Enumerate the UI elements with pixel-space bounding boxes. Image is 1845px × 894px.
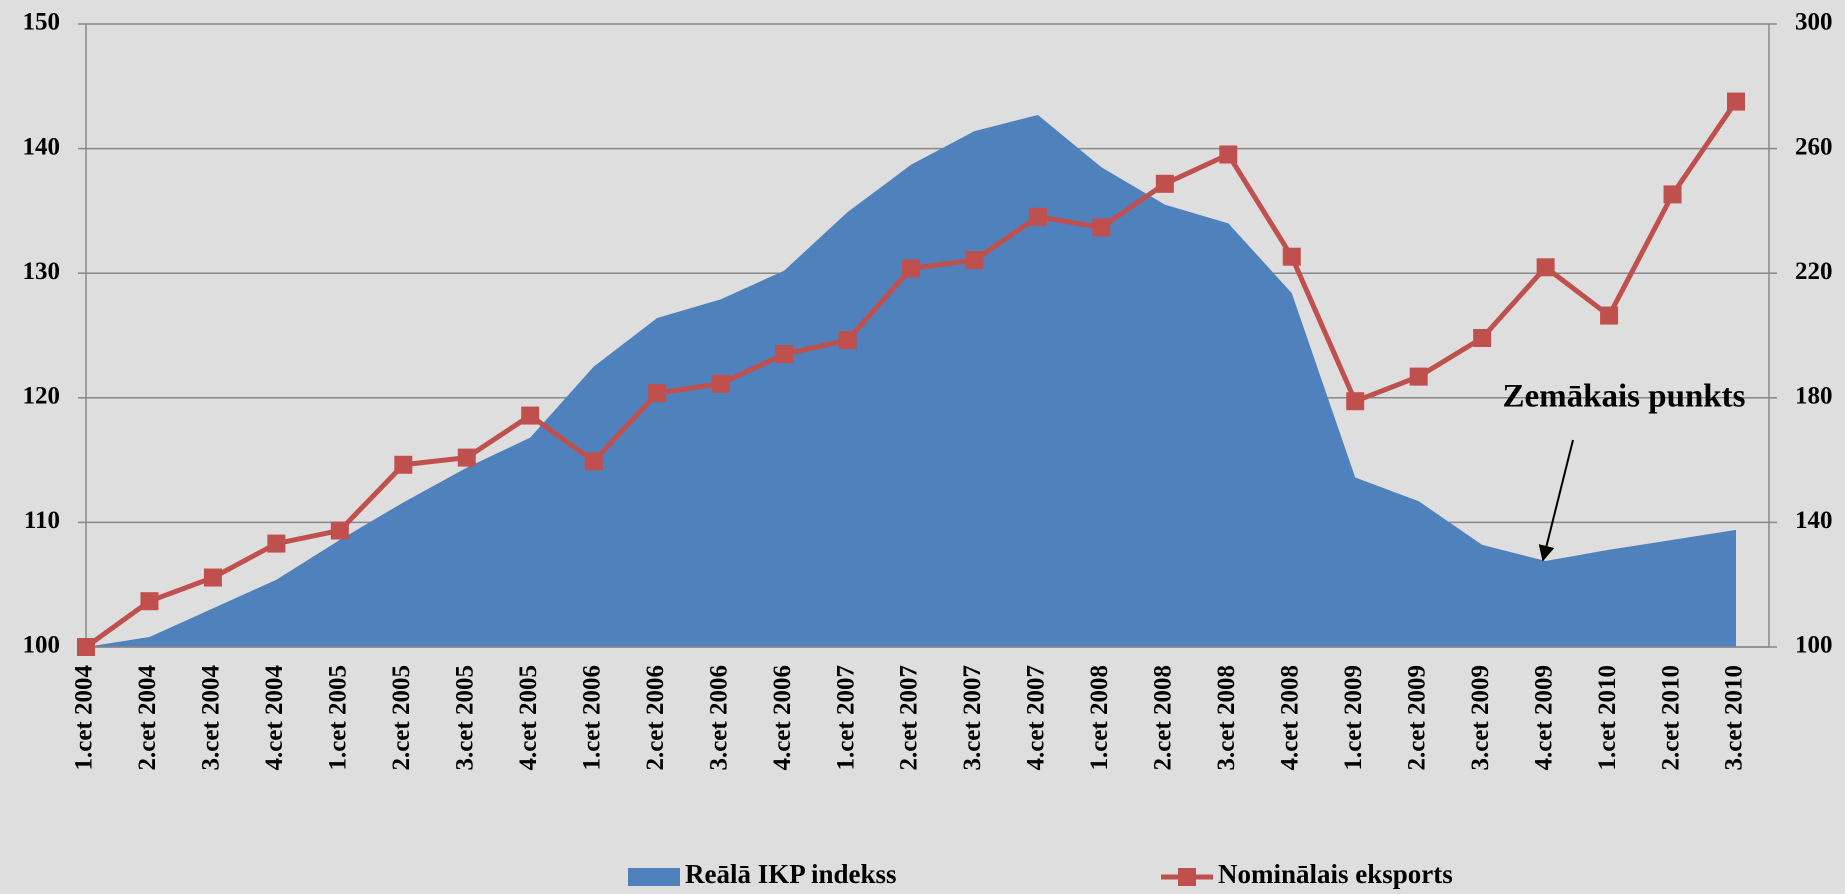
marker <box>267 534 286 553</box>
x-tick-label: 2.cet 2006 <box>642 665 669 771</box>
x-tick-label: 3.cet 2006 <box>705 665 732 771</box>
x-tick-label: 1.cet 2004 <box>71 665 98 771</box>
marker <box>648 384 667 403</box>
y2-tick-label: 100 <box>1795 632 1833 659</box>
legend-swatch <box>628 868 680 886</box>
x-tick-label: 3.cet 2004 <box>198 665 225 771</box>
x-tick-label: 1.cet 2005 <box>325 665 352 771</box>
marker <box>1409 367 1428 386</box>
x-tick-label: 4.cet 2007 <box>1023 665 1050 771</box>
x-tick-label: 2.cet 2010 <box>1657 665 1684 771</box>
y2-tick-label: 220 <box>1795 258 1833 285</box>
marker <box>775 345 794 364</box>
marker <box>1028 207 1047 226</box>
marker <box>1092 218 1111 237</box>
marker <box>1282 247 1301 266</box>
x-tick-label: 1.cet 2010 <box>1594 665 1621 771</box>
x-tick-label: 3.cet 2010 <box>1721 665 1748 771</box>
marker <box>1155 174 1174 193</box>
marker <box>330 521 349 540</box>
x-tick-label: 3.cet 2007 <box>959 665 986 771</box>
marker <box>1346 392 1365 411</box>
annotation: Zemākais punkts <box>1502 379 1745 415</box>
marker <box>140 592 159 611</box>
x-tick-label: 3.cet 2009 <box>1467 665 1494 771</box>
marker <box>1219 145 1238 164</box>
legend-swatch <box>1178 868 1196 886</box>
marker <box>584 452 603 471</box>
marker <box>521 406 540 425</box>
y2-tick-label: 300 <box>1795 9 1833 36</box>
marker <box>457 448 476 467</box>
y-tick-label: 130 <box>23 258 61 285</box>
x-tick-label: 1.cet 2006 <box>578 665 605 771</box>
x-tick-label: 4.cet 2006 <box>769 665 796 771</box>
x-tick-label: 3.cet 2008 <box>1213 665 1240 771</box>
x-tick-label: 2.cet 2007 <box>896 665 923 771</box>
legend-label: Reālā IKP indekss <box>685 859 897 889</box>
x-tick-label: 2.cet 2008 <box>1150 665 1177 771</box>
x-tick-label: 2.cet 2005 <box>388 665 415 771</box>
y-tick-label: 150 <box>23 9 61 36</box>
annotation-arrow <box>1538 439 1574 562</box>
y2-tick-label: 260 <box>1795 133 1833 160</box>
y-tick-label: 100 <box>23 632 61 659</box>
marker <box>902 259 920 278</box>
area <box>86 114 1736 647</box>
y-tick-label: 110 <box>24 507 60 534</box>
marker <box>77 638 95 656</box>
marker <box>838 331 857 350</box>
x-tick-label: 1.cet 2009 <box>1340 665 1367 771</box>
marker <box>1727 92 1745 111</box>
marker <box>1663 185 1682 204</box>
y-tick-label: 140 <box>23 133 61 160</box>
marker <box>965 251 984 270</box>
x-tick-label: 2.cet 2004 <box>134 665 161 771</box>
y2-tick-label: 140 <box>1795 507 1833 534</box>
x-tick-label: 4.cet 2009 <box>1530 665 1557 771</box>
marker <box>394 455 413 474</box>
marker <box>1473 328 1492 347</box>
marker <box>203 568 222 587</box>
x-tick-label: 2.cet 2009 <box>1403 665 1430 771</box>
x-tick-label: 3.cet 2005 <box>452 665 479 771</box>
y-tick-label: 120 <box>23 383 61 410</box>
y2-tick-label: 180 <box>1795 383 1833 410</box>
marker <box>1536 258 1555 277</box>
marker <box>1600 306 1619 325</box>
x-tick-label: 1.cet 2008 <box>1086 665 1113 771</box>
x-tick-label: 4.cet 2008 <box>1277 665 1304 771</box>
x-tick-label: 4.cet 2004 <box>261 665 288 771</box>
legend-label: Nominālais eksports <box>1218 859 1453 889</box>
marker <box>711 374 730 393</box>
x-tick-label: 4.cet 2005 <box>515 665 542 771</box>
x-tick-label: 1.cet 2007 <box>832 665 859 771</box>
